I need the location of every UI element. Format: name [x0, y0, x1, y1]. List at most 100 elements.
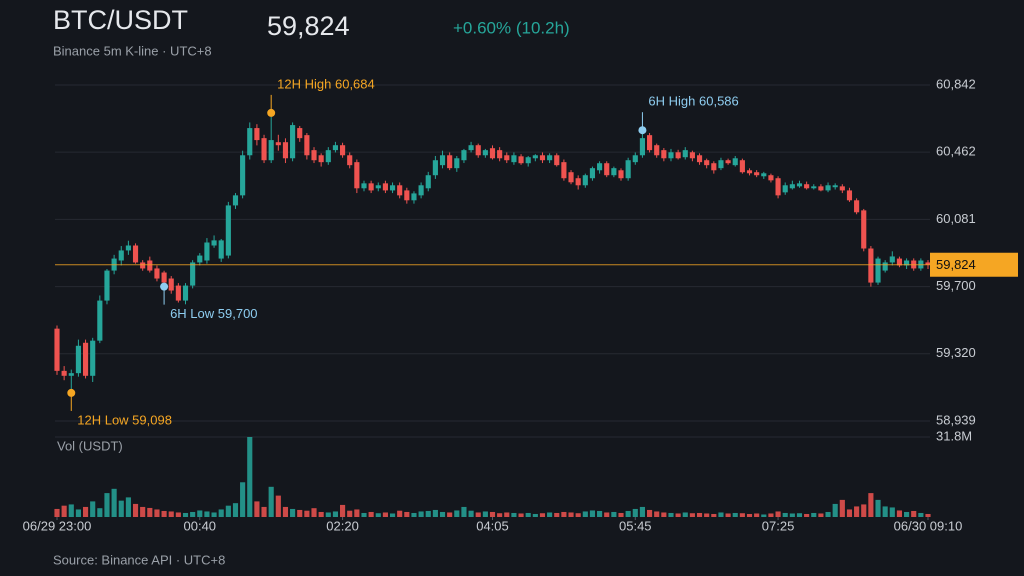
annotation-label: 6H High 60,586	[648, 94, 738, 109]
volume-bar	[518, 513, 524, 517]
candle-body	[261, 138, 267, 161]
candle-body	[518, 156, 524, 164]
candle-body	[182, 285, 189, 301]
volume-bar	[875, 499, 881, 517]
candle-body	[896, 258, 903, 266]
candle-body	[132, 245, 139, 263]
volume-bar	[275, 495, 281, 517]
volume-bar	[561, 511, 567, 517]
candle-body	[632, 155, 638, 163]
candle-body	[211, 240, 217, 246]
volume-bar	[132, 503, 139, 517]
volume-bar	[646, 509, 653, 517]
volume-bar	[661, 512, 667, 517]
candle-body	[297, 128, 303, 139]
volume-bar	[75, 509, 81, 517]
volume-bar	[104, 493, 110, 517]
candle-body	[639, 138, 645, 156]
candle-body	[532, 155, 538, 159]
volume-bar	[204, 511, 210, 517]
volume-bar	[454, 510, 460, 517]
candle-body	[875, 258, 881, 283]
volume-bar	[140, 506, 146, 517]
volume-bar	[604, 512, 610, 517]
volume-bar	[325, 512, 331, 517]
volume-bar	[254, 501, 260, 517]
candle-body	[447, 155, 453, 169]
volume-bar	[475, 512, 481, 517]
volume-bar	[625, 510, 631, 517]
candle-body	[375, 185, 381, 189]
candle-body	[147, 260, 153, 271]
volume-bar	[190, 511, 196, 517]
candle-body	[240, 155, 246, 196]
candle-body	[454, 158, 460, 169]
volume-bar	[497, 513, 503, 517]
volume-bar	[82, 506, 89, 517]
volume-bar	[882, 506, 888, 517]
x-tick-label: 04:05	[476, 518, 509, 533]
volume-bar	[504, 512, 510, 517]
volume-bar	[218, 509, 224, 517]
volume-bar	[161, 510, 167, 517]
volume-bar	[118, 500, 124, 517]
volume-bar	[818, 513, 824, 517]
volume-bar	[811, 512, 817, 517]
volume-bar	[789, 513, 795, 517]
candle-body	[846, 190, 853, 201]
x-tick-label: 05:45	[619, 518, 652, 533]
volume-bar	[768, 513, 774, 517]
candle-body	[925, 262, 931, 265]
volume-bar	[418, 511, 424, 517]
candle-body	[361, 183, 367, 189]
candle-body	[489, 148, 496, 159]
candle-body	[232, 195, 239, 206]
volume-bar	[425, 510, 431, 517]
candle-body	[889, 256, 895, 263]
volume-bar	[861, 504, 867, 517]
candle-body	[318, 155, 324, 163]
candle-body	[796, 183, 803, 187]
candle-body	[411, 193, 417, 201]
candle-body	[504, 155, 510, 161]
volume-bar	[804, 513, 810, 517]
candle-body	[97, 300, 103, 341]
candle-body	[618, 170, 624, 179]
y-tick-label: 60,462	[936, 144, 976, 159]
candle-body	[539, 155, 546, 161]
candle-body	[432, 160, 438, 176]
volume-bar	[539, 513, 546, 517]
candle-body	[597, 163, 603, 171]
volume-bar	[682, 512, 688, 517]
volume-bar	[368, 511, 374, 517]
candle-body	[547, 155, 553, 161]
candle-body	[125, 245, 131, 251]
candle-body	[325, 150, 331, 163]
volume-bar	[889, 507, 895, 517]
candle-body	[140, 262, 146, 269]
last-price: 59,824	[267, 11, 350, 41]
volume-bar	[525, 512, 531, 517]
candle-body	[404, 190, 410, 201]
volume-bar	[904, 511, 910, 517]
volume-bar	[589, 510, 596, 517]
volume-bar	[439, 511, 446, 517]
candle-body	[746, 170, 753, 174]
candle-body	[839, 186, 845, 191]
volume-bar	[404, 511, 410, 517]
volume-bar	[846, 509, 853, 517]
candle-body	[282, 142, 289, 159]
candle-body	[68, 373, 74, 376]
volume-bar	[575, 513, 581, 517]
candle-body	[718, 160, 724, 169]
volume-bar	[232, 503, 239, 517]
candle-body	[397, 185, 403, 196]
x-tick-label: 06/30 09:10	[894, 518, 963, 533]
volume-bar	[282, 506, 289, 517]
candle-body	[54, 328, 60, 371]
volume-bar	[311, 508, 317, 517]
volume-bar	[839, 499, 845, 517]
candle-body	[682, 150, 688, 158]
volume-bar	[97, 508, 103, 517]
candle-body	[782, 185, 788, 193]
